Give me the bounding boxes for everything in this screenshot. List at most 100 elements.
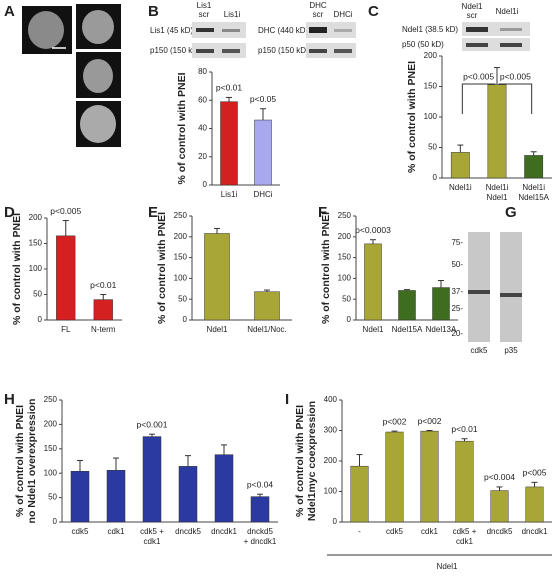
- x-tick-label: Ndel1i: [522, 183, 545, 192]
- x-tick-label: dncdk1: [522, 527, 548, 536]
- ladder-label: 20-: [451, 329, 463, 338]
- bar: [250, 496, 270, 523]
- blot-b1: Lis1 scr Lis1i Lis1 (45 kD) p150 (150 kD…: [150, 1, 246, 58]
- y-tick-label: 20: [198, 152, 207, 161]
- y-axis-label: % of control with PNEI: [294, 405, 306, 517]
- x-tick-label: DHCi: [253, 190, 272, 199]
- blot-row-label: p150 (150 kD): [258, 46, 309, 55]
- y-axis-label: no Ndel1 overexpression: [26, 399, 38, 524]
- x-tick-label: FL: [61, 325, 71, 334]
- p-value: p<0.01: [216, 83, 243, 93]
- bar: [525, 486, 544, 523]
- y-axis-label: % of control with PNEI: [14, 405, 26, 517]
- x-tick-label: Ndel1: [487, 193, 508, 202]
- p-value: p<0.005: [463, 71, 494, 81]
- y-tick-label: 200: [324, 456, 338, 465]
- lane-header: scr: [467, 11, 478, 20]
- p-value: p<0.04: [247, 479, 274, 489]
- bar: [450, 152, 470, 179]
- x-tick-label: Lis1i: [221, 190, 238, 199]
- lane-header: Ndel1: [462, 2, 483, 11]
- ladder-label: 25-: [451, 304, 463, 313]
- micrographs: [22, 4, 121, 147]
- bracket: [461, 83, 496, 114]
- x-tick-label: dnckd5: [247, 527, 273, 536]
- y-tick-label: 200: [338, 232, 352, 241]
- blot-g: G 75- 50- 37- 25- 20- cdk5 p35: [451, 204, 522, 355]
- p-value: p<0.005: [500, 71, 531, 81]
- x-tick-label: cdk1: [144, 537, 161, 546]
- lane-header: Lis1i: [224, 10, 241, 19]
- y-tick-label: 150: [338, 253, 352, 262]
- bar: [178, 466, 198, 523]
- panel-letter: F: [318, 204, 327, 221]
- bar: [93, 299, 113, 321]
- x-tick-label: Ndel1i: [449, 183, 472, 192]
- lane-header: scr: [313, 10, 324, 19]
- blot-b2: DHC scr DHCi DHC (440 kD) p150 (150 kD): [258, 1, 356, 58]
- y-tick-label: 50: [48, 493, 57, 502]
- bar: [254, 291, 280, 321]
- y-tick-label: 100: [424, 112, 438, 121]
- ladder-label: 75-: [451, 238, 463, 247]
- x-tick-label: + dncdk1: [244, 537, 277, 546]
- lane-header: Lis1: [197, 1, 212, 10]
- x-tick-label: cdk5: [72, 527, 89, 536]
- panel-letter: E: [148, 204, 158, 221]
- bar: [70, 470, 90, 523]
- bar: [142, 436, 162, 523]
- p-value: p<0.05: [250, 94, 277, 104]
- y-axis-label: Ndel1myc coexpression: [306, 401, 318, 521]
- y-tick-label: 0: [38, 315, 43, 324]
- blot-row-label: Lis1 (45 kD): [150, 26, 193, 35]
- lane-label: cdk5: [471, 346, 488, 355]
- panel-letter: G: [505, 204, 517, 221]
- bar: [455, 440, 474, 523]
- y-tick-label: 150: [29, 239, 43, 248]
- bar: [364, 243, 382, 321]
- lane-label: p35: [504, 346, 518, 355]
- y-tick-label: 100: [44, 468, 58, 477]
- panel-letter: B: [148, 3, 159, 20]
- bar: [487, 84, 507, 179]
- y-tick-label: 200: [29, 213, 43, 222]
- p-value: p<002: [418, 416, 442, 426]
- panel-letter: I: [285, 391, 289, 408]
- y-tick-label: 200: [174, 232, 188, 241]
- bar: [398, 290, 416, 321]
- y-tick-label: 300: [324, 426, 338, 435]
- blot-row-label: p50 (50 kD): [402, 40, 444, 49]
- x-tick-label: Ndel15A: [392, 325, 423, 334]
- blot-row-label: p150 (150 kD): [150, 46, 201, 55]
- y-tick-label: 0: [347, 315, 352, 324]
- p-value: p<0.01: [90, 280, 117, 290]
- y-tick-label: 100: [29, 264, 43, 273]
- x-tick-label: cdk1: [108, 527, 125, 536]
- y-tick-label: 40: [198, 124, 207, 133]
- y-axis-label: % of control with PNEI: [176, 72, 188, 184]
- y-tick-label: 50: [342, 294, 351, 303]
- p-value: p<005: [523, 468, 547, 478]
- x-tick-label: Ndel1i: [486, 183, 509, 192]
- bar: [385, 431, 404, 523]
- y-tick-label: 200: [44, 420, 58, 429]
- y-tick-label: 50: [33, 290, 42, 299]
- y-tick-label: 100: [338, 274, 352, 283]
- bar: [220, 101, 238, 186]
- x-tick-label: N-term: [91, 325, 116, 334]
- p-value: p<0.0003: [355, 225, 391, 235]
- bar: [524, 155, 544, 179]
- p-value: p<0.004: [484, 472, 515, 482]
- y-tick-label: 150: [44, 444, 58, 453]
- p-value: p<0.01: [451, 424, 478, 434]
- x-tick-label: cdk5 +: [453, 527, 477, 536]
- bar: [56, 235, 76, 321]
- panel-letter: H: [4, 391, 15, 408]
- x-tick-label: Ndel1: [363, 325, 384, 334]
- y-tick-label: 80: [198, 67, 207, 76]
- p-value: p<0.001: [137, 419, 168, 429]
- y-tick-label: 0: [333, 517, 338, 526]
- x-tick-label: dncdk5: [175, 527, 201, 536]
- lane-header: Ndel1i: [496, 7, 519, 16]
